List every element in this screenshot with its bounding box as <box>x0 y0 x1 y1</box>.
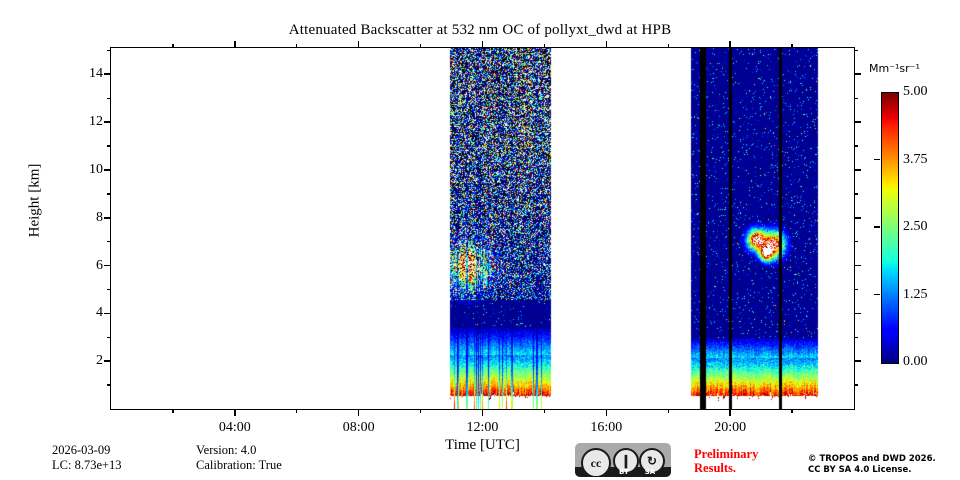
colorbar-tick-label-5.00: 5.00 <box>903 84 928 99</box>
x-minor-tick <box>419 409 422 413</box>
y-tick-label-14: 14 <box>89 66 103 82</box>
y-tick-14 <box>104 73 111 76</box>
x-tick-top <box>481 41 484 48</box>
y-minor-tick <box>107 49 111 52</box>
y-minor-tick <box>107 336 111 338</box>
x-minor-tick <box>667 409 669 413</box>
y-minor-tick <box>107 240 111 243</box>
y-minor-tick-right <box>854 288 858 291</box>
preliminary-results-notice: Preliminary Results. <box>694 447 758 475</box>
page-title: Attenuated Backscatter at 532 nm OC of p… <box>288 22 672 38</box>
x-minor-tick <box>172 409 174 413</box>
x-tick-top <box>357 41 360 48</box>
x-minor-tick-top <box>419 44 422 48</box>
colorbar-tick-label-0.00: 0.00 <box>903 354 928 369</box>
by-label: BY <box>618 468 630 476</box>
y-tick-right-6 <box>854 264 861 267</box>
y-minor-tick <box>107 384 111 386</box>
y-minor-tick-right <box>854 384 858 386</box>
x-minor-tick-top <box>667 44 669 48</box>
colorbar <box>881 92 899 364</box>
colorbar-tick-label-3.75: 3.75 <box>903 151 928 167</box>
y-axis-label: Height [km] <box>26 163 43 238</box>
y-tick-4 <box>104 312 111 315</box>
metadata-left: 2026-03-09 LC: 8.73e+13 <box>52 443 122 473</box>
x-minor-tick <box>543 409 546 413</box>
x-tick-top <box>605 41 608 48</box>
creative-commons-badge: cc ❙ ↻ BY SA <box>575 443 671 477</box>
credit-line-2: CC BY SA 4.0 License. <box>808 465 912 475</box>
lidar-constant: LC: 8.73e+13 <box>52 458 122 472</box>
y-tick-label-4: 4 <box>96 305 103 321</box>
y-tick-label-2: 2 <box>96 353 103 369</box>
y-minor-tick-right <box>854 240 858 243</box>
x-minor-tick-top <box>172 44 174 48</box>
y-tick-10 <box>104 169 111 171</box>
y-minor-tick-right <box>854 193 858 195</box>
y-tick-8 <box>104 216 111 219</box>
measurement-date: 2026-03-09 <box>52 443 111 457</box>
y-minor-tick <box>107 145 111 147</box>
y-minor-tick <box>107 193 111 195</box>
copyright-notice: © TROPOS and DWD 2026. CC BY SA 4.0 Lice… <box>808 454 936 476</box>
y-tick-label-6: 6 <box>96 257 103 273</box>
colorbar-tick <box>874 293 880 296</box>
y-tick-label-10: 10 <box>89 161 103 177</box>
preliminary-line-2: Results. <box>694 461 737 475</box>
y-tick-label-8: 8 <box>96 209 103 225</box>
x-tick-label-16:00: 16:00 <box>590 420 623 435</box>
y-minor-tick <box>107 288 111 291</box>
preliminary-line-1: Preliminary <box>694 447 759 461</box>
x-tick-label-08:00: 08:00 <box>342 420 375 435</box>
x-tick-20:00 <box>729 409 731 416</box>
x-minor-tick-top <box>791 44 793 48</box>
y-tick-2 <box>104 360 111 362</box>
y-tick-right-12 <box>854 121 861 123</box>
y-tick-right-14 <box>854 73 861 76</box>
credit-line-1: © TROPOS and DWD 2026. <box>808 454 936 464</box>
x-minor-tick-top <box>543 44 546 48</box>
y-minor-tick-right <box>854 145 858 147</box>
y-minor-tick-right <box>854 336 858 338</box>
calibration-label: Calibration: True <box>196 458 282 472</box>
colorbar-units-label: Mm⁻¹sr⁻¹ <box>869 62 920 75</box>
x-axis-label: Time [UTC] <box>445 437 520 453</box>
x-tick-label-12:00: 12:00 <box>466 420 499 435</box>
y-tick-right-4 <box>854 312 861 315</box>
colorbar-tick <box>874 158 880 161</box>
sa-share-alike-icon: ↻ <box>639 448 665 474</box>
version-label: Version: 4.0 <box>196 443 257 457</box>
y-minor-tick <box>107 97 111 99</box>
x-minor-tick-top <box>296 44 298 48</box>
x-tick-top <box>234 41 236 48</box>
y-minor-tick-right <box>854 97 858 99</box>
sa-label: SA <box>644 468 656 476</box>
x-tick-label-04:00: 04:00 <box>218 420 251 435</box>
x-tick-12:00 <box>481 409 484 416</box>
y-tick-label-12: 12 <box>89 114 103 130</box>
colorbar-tick-label-1.25: 1.25 <box>903 286 928 302</box>
by-person-icon: ❙ <box>613 448 639 474</box>
colorbar-tick-label-2.50: 2.50 <box>903 219 928 234</box>
backscatter-heatmap <box>111 48 854 409</box>
x-minor-tick <box>296 409 298 413</box>
y-tick-right-10 <box>854 169 861 171</box>
x-minor-tick <box>791 409 793 413</box>
x-tick-04:00 <box>234 409 236 416</box>
colorbar-tick <box>874 226 880 228</box>
y-tick-6 <box>104 264 111 267</box>
x-tick-08:00 <box>357 409 360 416</box>
x-tick-label-20:00: 20:00 <box>714 420 747 435</box>
y-tick-right-2 <box>854 360 861 362</box>
cc-icon: cc <box>581 448 611 477</box>
metadata-right: Version: 4.0 Calibration: True <box>196 443 282 473</box>
y-minor-tick-right <box>854 49 858 52</box>
x-tick-16:00 <box>605 409 608 416</box>
x-tick-top <box>729 41 731 48</box>
y-tick-12 <box>104 121 111 123</box>
y-tick-right-8 <box>854 216 861 219</box>
